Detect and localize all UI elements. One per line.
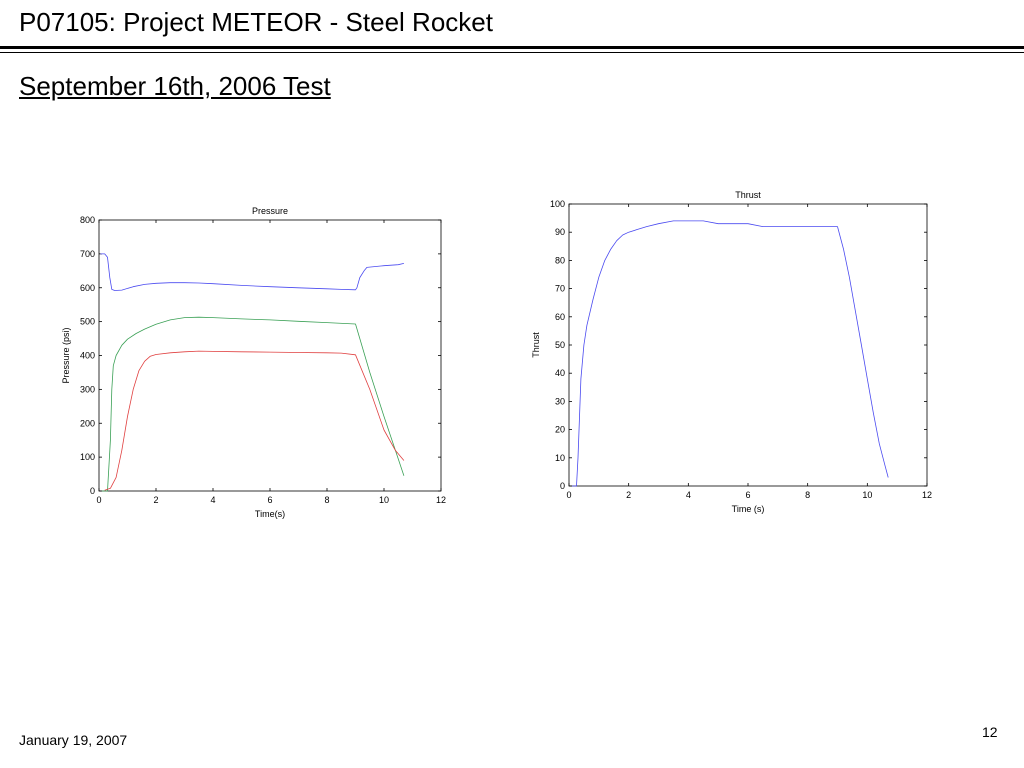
thrust-y-tick-label: 20: [555, 425, 565, 435]
thrust-x-tick-label: 12: [922, 490, 932, 500]
pressure-x-tick-label: 8: [324, 495, 329, 505]
thrust-y-tick-label: 70: [555, 284, 565, 294]
pressure-y-tick-label: 600: [80, 283, 95, 293]
thrust-x-tick-label: 2: [626, 490, 631, 500]
thrust-y-tick-label: 30: [555, 396, 565, 406]
thrust-y-tick-label: 80: [555, 255, 565, 265]
pressure-series-line-2: [101, 316, 405, 492]
pressure-series-line-1: [100, 253, 404, 291]
pressure-x-tick-label: 6: [267, 495, 272, 505]
footer-date: January 19, 2007: [19, 732, 128, 748]
page-number: 12: [982, 724, 998, 740]
pressure-y-tick-label: 500: [80, 317, 95, 327]
title-rule-thin: [0, 52, 1024, 53]
pressure-y-axis-label: Pressure (psi): [61, 327, 71, 383]
slide-title: P07105: Project METEOR - Steel Rocket: [19, 7, 493, 37]
slide-subtitle: September 16th, 2006 Test: [19, 71, 331, 101]
pressure-title: Pressure: [252, 206, 288, 216]
thrust-x-tick-label: 6: [745, 490, 750, 500]
pressure-y-tick-label: 700: [80, 249, 95, 259]
pressure-x-tick-label: 4: [210, 495, 215, 505]
thrust-series-line-1: [572, 220, 889, 487]
thrust-x-tick-label: 4: [686, 490, 691, 500]
thrust-x-axis-label: Time (s): [732, 504, 765, 514]
pressure-series-line-3: [104, 350, 405, 491]
thrust-y-tick-label: 0: [560, 481, 565, 491]
thrust-title: Thrust: [735, 190, 761, 200]
thrust-plot-frame: [568, 203, 928, 487]
pressure-y-tick-label: 300: [80, 384, 95, 394]
thrust-x-tick-label: 10: [862, 490, 872, 500]
pressure-x-tick-label: 12: [436, 495, 446, 505]
title-rule-thick: [0, 46, 1024, 49]
thrust-y-tick-label: 90: [555, 227, 565, 237]
thrust-y-tick-label: 10: [555, 453, 565, 463]
pressure-x-tick-label: 2: [153, 495, 158, 505]
thrust-x-tick-label: 8: [805, 490, 810, 500]
thrust-y-tick-label: 50: [555, 340, 565, 350]
thrust-x-tick-label: 0: [566, 490, 571, 500]
pressure-x-axis-label: Time(s): [255, 509, 285, 519]
pressure-y-tick-label: 0: [90, 486, 95, 496]
pressure-y-tick-label: 100: [80, 452, 95, 462]
pressure-x-tick-label: 10: [379, 495, 389, 505]
pressure-y-tick-label: 400: [80, 351, 95, 361]
thrust-y-tick-label: 60: [555, 312, 565, 322]
pressure-x-tick-label: 0: [96, 495, 101, 505]
thrust-y-tick-label: 100: [550, 199, 565, 209]
thrust-y-tick-label: 40: [555, 368, 565, 378]
pressure-y-tick-label: 200: [80, 418, 95, 428]
thrust-y-axis-label: Thrust: [531, 332, 541, 358]
pressure-y-tick-label: 800: [80, 215, 95, 225]
